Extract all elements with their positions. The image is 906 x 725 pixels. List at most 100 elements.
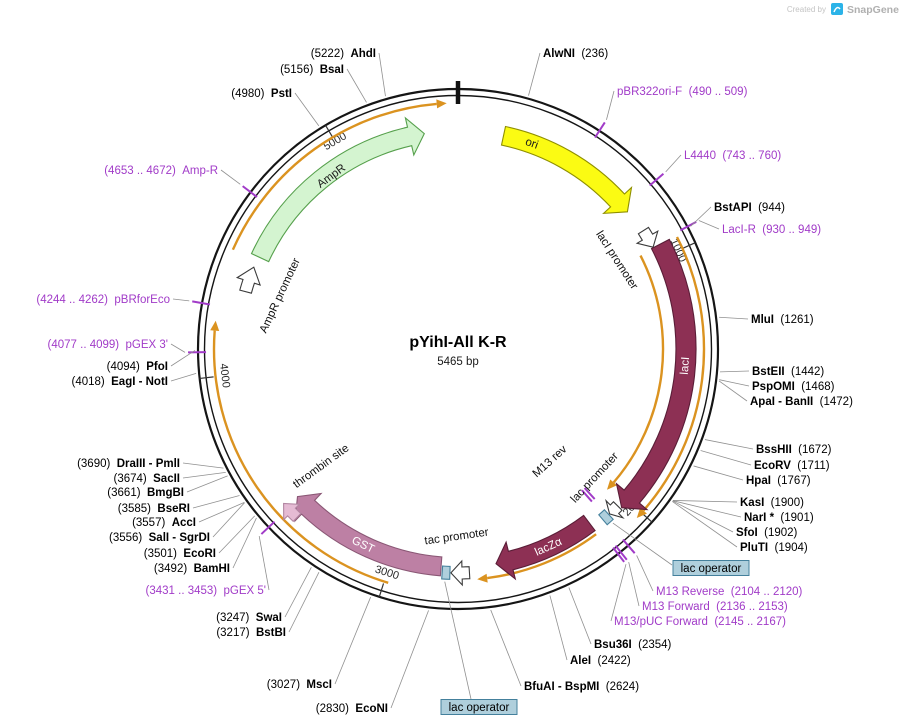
feature-ampr-promoter-arrow[interactable] (235, 266, 261, 294)
feature-lacza[interactable] (495, 514, 596, 581)
leader-line-bmgbi (186, 475, 228, 493)
site-label-sali-sgrdi[interactable]: (3556) SalI - SgrDI (109, 532, 210, 544)
site-label-psti[interactable]: (4980) PstI (231, 88, 292, 100)
site-label-ahdi[interactable]: (5222) AhdI (311, 48, 376, 60)
primer-site-tick-pgex-5[interactable] (260, 520, 276, 535)
feature-thrombin-site-arrow[interactable] (283, 502, 302, 523)
leader-line-bsshii (704, 439, 754, 450)
site-label-pspomi[interactable]: PspOMI (1468) (752, 381, 835, 393)
primer-site-tick-m13-puc-forward[interactable] (612, 547, 625, 563)
position-tick (682, 242, 696, 249)
orf-gst-arrowhead-icon (210, 320, 220, 331)
site-label-ecorv[interactable]: EcoRV (1711) (754, 460, 830, 472)
site-label-bstapi[interactable]: BstAPI (944) (714, 202, 785, 214)
site-label-sfoi[interactable]: SfoI (1902) (736, 527, 798, 539)
site-label-msci[interactable]: (3027) MscI (267, 679, 332, 691)
site-label-draiii-pmli[interactable]: (3690) DraIII - PmlI (77, 458, 180, 470)
site-label-bsteii[interactable]: BstEII (1442) (752, 366, 824, 378)
feature-ori[interactable] (500, 125, 633, 215)
leader-line-alei (549, 595, 568, 661)
leader-line-m13-forward (628, 561, 640, 607)
feature-label-ori[interactable]: ori (524, 136, 540, 152)
site-label-alei[interactable]: AleI (2422) (570, 655, 631, 667)
site-label-pfoi[interactable]: (4094) PfoI (107, 361, 168, 373)
site-label-m13-reverse[interactable]: M13 Reverse (2104 .. 2120) (656, 586, 803, 598)
primer-site-tick-pbr322ori-f[interactable] (594, 121, 606, 139)
annotation-label-ampr-promoter[interactable]: AmpR promoter (258, 256, 303, 335)
feature-label-laci[interactable]: lacI (679, 356, 692, 375)
site-label-amp-r[interactable]: (4653 .. 4672) Amp-R (104, 165, 218, 177)
feature-lac-operator-site-a[interactable] (598, 509, 614, 526)
site-label-mlui[interactable]: MluI (1261) (751, 314, 814, 326)
site-label-laci-r[interactable]: LacI-R (930 .. 949) (722, 224, 821, 236)
primer-site-tick-m13-forward[interactable] (614, 545, 628, 561)
feature-lac-promoter-arrow[interactable] (605, 498, 625, 519)
site-label-bsshii[interactable]: BssHII (1672) (756, 444, 832, 456)
site-label-l4440[interactable]: L4440 (743 .. 760) (684, 150, 781, 162)
site-label-bsu36i[interactable]: Bsu36I (2354) (594, 639, 672, 651)
orf-lacza-arrowhead-icon (477, 573, 488, 583)
site-label-bsai[interactable]: (5156) BsaI (280, 64, 344, 76)
map-generated-layer: 10002000300040005000orilacIlacZαGSTAmpR(… (36, 48, 853, 715)
leader-line-ecorv (700, 450, 752, 466)
site-label-pgex-3[interactable]: (4077 .. 4099) pGEX 3' (48, 339, 168, 351)
site-label-bseri[interactable]: (3585) BseRI (118, 503, 190, 515)
site-label-bstbi[interactable]: (3217) BstBI (216, 627, 286, 639)
leader-line-bstapi (690, 206, 712, 227)
site-label-apai-banii[interactable]: ApaI - BanII (1472) (750, 396, 853, 408)
site-label-bamhi[interactable]: (3492) BamHI (154, 563, 230, 575)
orf-ampr-arc[interactable] (231, 102, 437, 251)
leader-line-hpai (693, 465, 744, 481)
site-label-acci[interactable]: (3557) AccI (132, 517, 196, 529)
site-label-bmgbi[interactable]: (3661) BmgBI (107, 487, 184, 499)
primer-site-tick-amp-r[interactable] (242, 185, 258, 198)
primer-site-tick-l4440[interactable] (649, 173, 665, 187)
feature-ampr[interactable] (250, 116, 425, 263)
position-tick-label: 4000 (217, 363, 232, 389)
snapgene-logo-glyph (833, 6, 841, 13)
feature-lac-operator-site-b[interactable] (441, 565, 451, 580)
site-label-sacii[interactable]: (3674) SacII (114, 473, 181, 485)
site-label-nari[interactable]: NarI * (1901) (744, 512, 814, 524)
orf-gst-arc[interactable] (212, 330, 389, 584)
orf-laci-inner-arc[interactable] (612, 255, 665, 484)
site-label-kasi[interactable]: KasI (1900) (740, 497, 804, 509)
site-label-m13-puc-forward[interactable]: M13/pUC Forward (2145 .. 2167) (614, 616, 786, 628)
primer-site-tick-m13-reverse[interactable] (622, 538, 636, 554)
site-label-econi[interactable]: (2830) EcoNI (316, 703, 388, 715)
site-label-hpai[interactable]: HpaI (1767) (746, 475, 811, 487)
lac-operator-label-box[interactable] (440, 699, 518, 715)
site-label-lac-operator[interactable]: lac operator (681, 563, 742, 575)
annotation-label-laci-promoter[interactable]: lacI promoter (593, 229, 640, 292)
site-label-pgex-5[interactable]: (3431 .. 3453) pGEX 5' (146, 585, 266, 597)
leader-line-pspomi (719, 379, 750, 387)
annotation-label-m13-rev[interactable]: M13 rev (531, 443, 570, 480)
site-label-eagi-noti[interactable]: (4018) EagI - NotI (71, 376, 168, 388)
site-label-alwni[interactable]: AlwNI (236) (543, 48, 608, 60)
primer-site-tick-pbrforeco[interactable] (192, 300, 211, 306)
site-label-ecori[interactable]: (3501) EcoRI (144, 548, 216, 560)
site-label-m13-forward[interactable]: M13 Forward (2136 .. 2153) (642, 601, 788, 613)
site-label-bfuai-bspmi[interactable]: BfuAI - BspMI (2624) (524, 681, 639, 693)
annotation-label-tac-promoter[interactable]: tac promoter (424, 527, 490, 548)
leader-line-bamhi (232, 517, 257, 569)
leader-line-bsu36i (568, 587, 592, 645)
annotation-label-lac-promoter[interactable]: lac promoter (569, 450, 621, 505)
site-label-pbrforeco[interactable]: (4244 .. 4262) pBRforEco (36, 294, 170, 306)
annotation-label-thrombin-site[interactable]: thrombin site (291, 442, 351, 490)
site-label-swai[interactable]: (3247) SwaI (216, 612, 282, 624)
site-label-pbr322ori-f[interactable]: pBR322ori-F (490 .. 509) (617, 86, 748, 98)
site-label-lac-operator[interactable]: lac operator (449, 702, 510, 714)
primer-site-tick-m13-rev[interactable] (581, 489, 593, 503)
feature-tac-promoter-arrow[interactable] (450, 559, 471, 587)
feature-laci[interactable] (615, 238, 697, 511)
orf-lacza-arc[interactable] (487, 533, 597, 580)
lac-operator-label-box[interactable] (672, 560, 750, 576)
orf-laci-outer-arc[interactable] (642, 236, 706, 512)
feature-gst[interactable] (294, 492, 443, 577)
leader-line-alwni (528, 52, 541, 96)
feature-laci-promoter-arrow[interactable] (635, 226, 659, 248)
primer-site-tick-m13-rev[interactable] (583, 487, 596, 500)
position-tick (199, 376, 214, 380)
site-label-pluti[interactable]: PluTI (1904) (740, 542, 808, 554)
